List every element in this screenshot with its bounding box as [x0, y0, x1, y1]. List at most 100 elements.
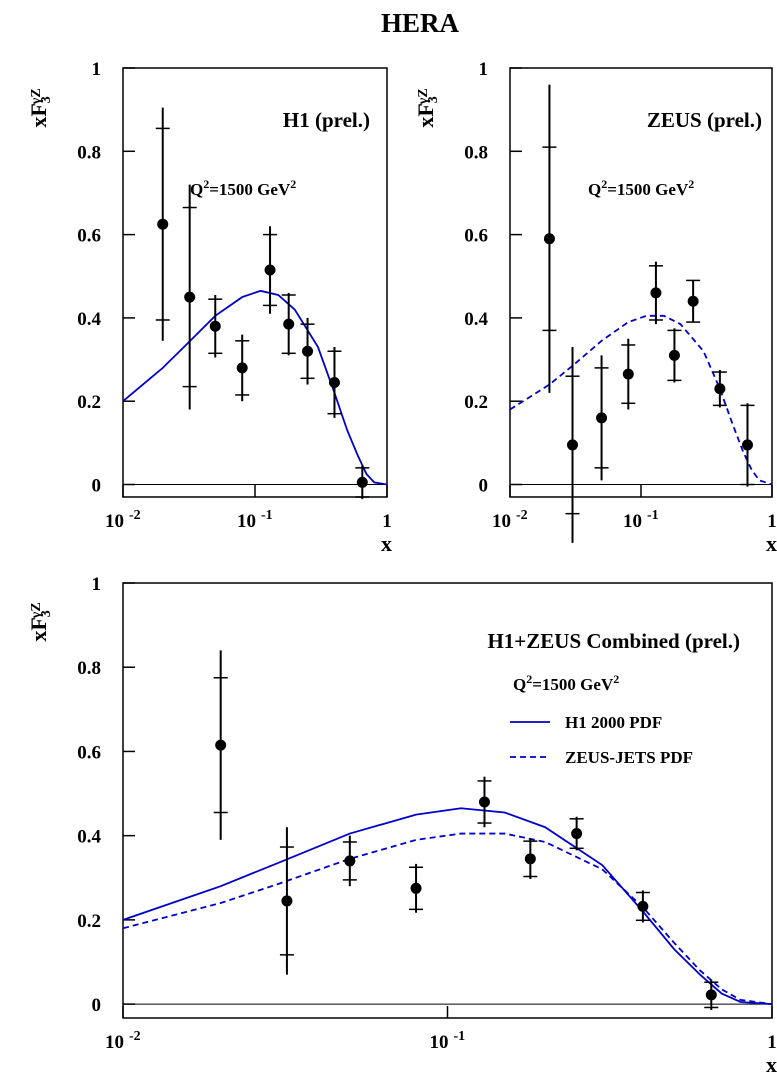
panel-title: H1+ZEUS Combined (prel.): [487, 629, 740, 653]
annotation: Q2=1500 GeV2: [588, 177, 694, 199]
data-point: [302, 345, 314, 357]
annotation-part: =1500 GeV: [607, 180, 689, 199]
data-point: [705, 989, 717, 1001]
y-tick-label: 0: [92, 476, 102, 497]
data-point: [571, 828, 583, 840]
x-tick-exponent: -2: [516, 508, 528, 523]
x-tick-label: 1: [382, 511, 392, 532]
x-tick-exponent: -2: [129, 508, 141, 523]
annotation-part: 2: [613, 672, 619, 686]
annotation-part: 2: [688, 177, 694, 191]
y-tick-label: 1: [92, 574, 102, 595]
data-point: [328, 376, 340, 388]
data-point: [714, 383, 726, 395]
data-point: [741, 439, 753, 451]
y-tick-label: 0.4: [464, 309, 488, 330]
y-tick-label: 0.4: [77, 309, 101, 330]
x-axis-label: x: [766, 531, 777, 556]
data-point: [622, 368, 634, 380]
x-axis-label: x: [766, 1052, 777, 1077]
data-point: [281, 895, 293, 907]
data-point: [596, 412, 608, 424]
y-tick-label: 0.8: [77, 658, 101, 679]
legend-label: H1 2000 PDF: [565, 713, 662, 732]
annotation-part: 2: [290, 177, 296, 191]
y-tick-label: 1: [479, 59, 489, 80]
y-axis-label-part: 3: [39, 610, 54, 617]
x-tick-label: 10: [237, 511, 256, 532]
annotation-part: Q: [513, 675, 526, 694]
data-point: [668, 349, 680, 361]
y-tick-label: 0.6: [464, 226, 488, 247]
x-tick-label: 1: [767, 1032, 777, 1053]
x-tick-label: 1: [767, 511, 777, 532]
y-axis-label-part: γZ: [416, 88, 431, 105]
data-point: [567, 439, 579, 451]
annotation-part: =1500 GeV: [209, 180, 291, 199]
y-tick-label: 1: [92, 59, 102, 80]
annotation-part: =1500 GeV: [532, 675, 614, 694]
x-tick-label: 10: [623, 511, 642, 532]
y-axis-label: xF3γZ: [26, 602, 54, 641]
data-point: [524, 853, 536, 865]
annotation-part: 2: [601, 177, 607, 191]
data-point: [283, 318, 295, 330]
model-curve: [509, 314, 773, 486]
y-axis-label-part: 3: [426, 96, 441, 103]
x-tick-exponent: -1: [454, 1029, 466, 1044]
data-point: [344, 855, 356, 867]
data-point: [650, 287, 662, 299]
panel-title: H1 (prel.): [283, 108, 370, 132]
y-axis-label: xF3γZ: [26, 88, 54, 127]
x-tick-exponent: -2: [129, 1029, 141, 1044]
y-tick-label: 0.6: [77, 742, 101, 763]
panel-title: ZEUS (prel.): [647, 108, 762, 132]
x-tick-label: 10: [105, 511, 124, 532]
data-point: [478, 796, 490, 808]
data-point: [264, 264, 276, 276]
data-point: [687, 295, 699, 307]
x-tick-exponent: -1: [261, 508, 273, 523]
y-tick-label: 0.2: [77, 911, 101, 932]
data-point: [236, 362, 248, 374]
y-axis-label-part: 3: [39, 96, 54, 103]
annotation-part: 2: [203, 177, 209, 191]
data-point: [184, 291, 196, 303]
data-point: [356, 476, 368, 488]
data-point: [410, 882, 422, 894]
y-tick-label: 0: [479, 476, 489, 497]
data-point: [157, 218, 169, 230]
data-point: [543, 233, 555, 245]
annotation-part: 2: [526, 672, 532, 686]
x-tick-label: 10: [105, 1032, 124, 1053]
y-tick-label: 0: [92, 995, 102, 1016]
y-axis-label: xF3γZ: [413, 88, 441, 127]
y-axis-label-part: γZ: [29, 88, 44, 105]
annotation: Q2=1500 GeV2: [190, 177, 296, 199]
y-tick-label: 0.8: [77, 142, 101, 163]
annotation-part: Q: [588, 180, 601, 199]
y-tick-label: 0.2: [464, 392, 488, 413]
legend-label: ZEUS-JETS PDF: [565, 748, 693, 767]
data-point: [209, 320, 221, 332]
y-tick-label: 0.8: [464, 142, 488, 163]
data-point: [637, 900, 649, 912]
y-axis-label-part: xF: [413, 103, 438, 127]
y-axis-label-part: γZ: [29, 602, 44, 619]
data-point: [215, 739, 227, 751]
model-curve: [122, 807, 773, 1005]
y-axis-label-part: xF: [26, 103, 51, 127]
y-tick-label: 0.6: [77, 226, 101, 247]
figure-title: HERA: [381, 8, 460, 38]
x-tick-label: 10: [430, 1032, 449, 1053]
y-axis-label-part: xF: [26, 617, 51, 641]
annotation: Q2=1500 GeV2: [513, 672, 619, 694]
y-tick-label: 0.2: [77, 392, 101, 413]
x-tick-label: 10: [492, 511, 511, 532]
x-axis-label: x: [381, 531, 392, 556]
y-tick-label: 0.4: [77, 827, 101, 848]
model-curve: [122, 832, 773, 1005]
x-tick-exponent: -1: [647, 508, 659, 523]
